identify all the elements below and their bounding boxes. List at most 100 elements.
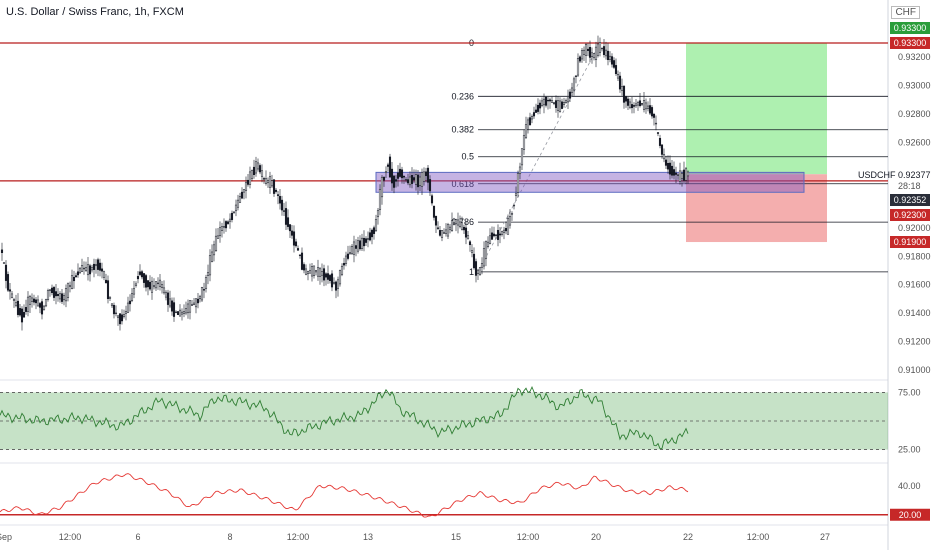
candle-body xyxy=(474,261,478,276)
candle-body xyxy=(676,174,680,176)
candle-body xyxy=(516,173,520,193)
candle-body xyxy=(296,248,300,251)
candle-body xyxy=(332,282,336,285)
candle-body xyxy=(210,251,214,263)
candle-body xyxy=(36,299,40,307)
candle-body xyxy=(628,101,632,108)
candle-body xyxy=(424,171,428,177)
candle-body xyxy=(672,169,676,176)
candle-body xyxy=(528,117,532,126)
candle-body xyxy=(40,301,44,315)
candle-body xyxy=(330,273,334,288)
candle-body xyxy=(354,245,358,249)
candle-body xyxy=(630,104,634,109)
candle-body xyxy=(390,168,394,184)
fib-level-label: 0.236 xyxy=(451,91,474,101)
candle-body xyxy=(550,100,554,103)
candle-body xyxy=(80,265,84,272)
candle-body xyxy=(460,222,464,230)
candle-body xyxy=(156,282,160,285)
candle-body xyxy=(344,255,348,264)
candle-body xyxy=(510,213,514,215)
stop-price-label-bg xyxy=(890,236,930,248)
candle-body xyxy=(366,238,370,240)
candle-body xyxy=(192,302,196,306)
candle-body xyxy=(118,313,122,325)
candle-body xyxy=(540,100,544,106)
candle-body xyxy=(252,166,256,175)
candle-body xyxy=(548,99,552,102)
candle-body xyxy=(274,189,278,192)
time-tick-label: 12:00 xyxy=(59,532,82,542)
candle-body xyxy=(246,179,250,185)
candle-body xyxy=(186,303,190,314)
stop-price-label: 0.91900 xyxy=(894,237,927,247)
candle-body xyxy=(674,172,678,175)
candle-body xyxy=(558,100,562,112)
candle-body xyxy=(594,46,598,61)
oscillator-level-badge-bg xyxy=(890,508,930,521)
candle-body xyxy=(82,267,86,270)
candle-body xyxy=(0,249,4,253)
candle-body xyxy=(324,273,328,278)
candle-body xyxy=(668,162,672,175)
candle-body xyxy=(602,46,606,55)
candle-body xyxy=(34,299,38,304)
candle-body xyxy=(526,119,530,130)
candle-body xyxy=(532,112,536,117)
candle-body xyxy=(130,293,134,302)
time-tick-label: Sep xyxy=(0,532,12,542)
candle-body xyxy=(58,293,62,300)
candle-body xyxy=(454,219,458,225)
candle-body xyxy=(310,266,314,277)
countdown-label: 28:18 xyxy=(898,181,921,191)
candle-body xyxy=(530,116,534,120)
candle-body xyxy=(68,285,72,287)
candle-body xyxy=(432,205,436,218)
candle-body xyxy=(614,65,618,74)
candle-body xyxy=(376,210,380,218)
candle-body xyxy=(368,232,372,241)
candle-body xyxy=(636,102,640,106)
candle-body xyxy=(56,294,60,297)
candle-body xyxy=(234,204,238,212)
candle-body xyxy=(572,78,576,91)
candle-body xyxy=(382,176,386,181)
candle-body xyxy=(148,281,152,290)
time-tick-label: 12:00 xyxy=(517,532,540,542)
currency-badge[interactable]: CHF xyxy=(891,6,920,19)
price-tick-label: 0.91200 xyxy=(898,337,931,347)
candle-body xyxy=(316,267,320,277)
candle-body xyxy=(374,219,378,231)
candle-body xyxy=(534,109,538,113)
candle-body xyxy=(250,170,254,179)
price-tick-label: 0.91800 xyxy=(898,251,931,261)
candle-body xyxy=(90,267,94,271)
candle-body xyxy=(414,174,418,185)
candle-body xyxy=(484,241,488,259)
candle-body xyxy=(616,73,620,79)
candle-body xyxy=(98,262,102,271)
candle-body xyxy=(334,281,338,291)
candle-body xyxy=(420,172,424,187)
candle-body xyxy=(606,50,610,60)
profit-zone xyxy=(686,43,827,175)
candle-body xyxy=(176,311,180,315)
line-price-label: 0.93300 xyxy=(894,38,927,48)
candle-body xyxy=(270,180,274,187)
candle-body xyxy=(172,302,176,317)
candle-body xyxy=(506,218,510,235)
candle-body xyxy=(180,311,184,315)
candle-body xyxy=(232,211,236,213)
candle-body xyxy=(610,56,614,65)
candle-body xyxy=(338,270,342,285)
candle-body xyxy=(410,175,414,184)
candle-body xyxy=(72,276,76,282)
candle-body xyxy=(126,302,130,313)
candle-body xyxy=(468,241,472,246)
fib-price-label-bg xyxy=(890,209,930,221)
fib-price-label: 0.92300 xyxy=(894,210,927,220)
candle-body xyxy=(190,304,194,306)
